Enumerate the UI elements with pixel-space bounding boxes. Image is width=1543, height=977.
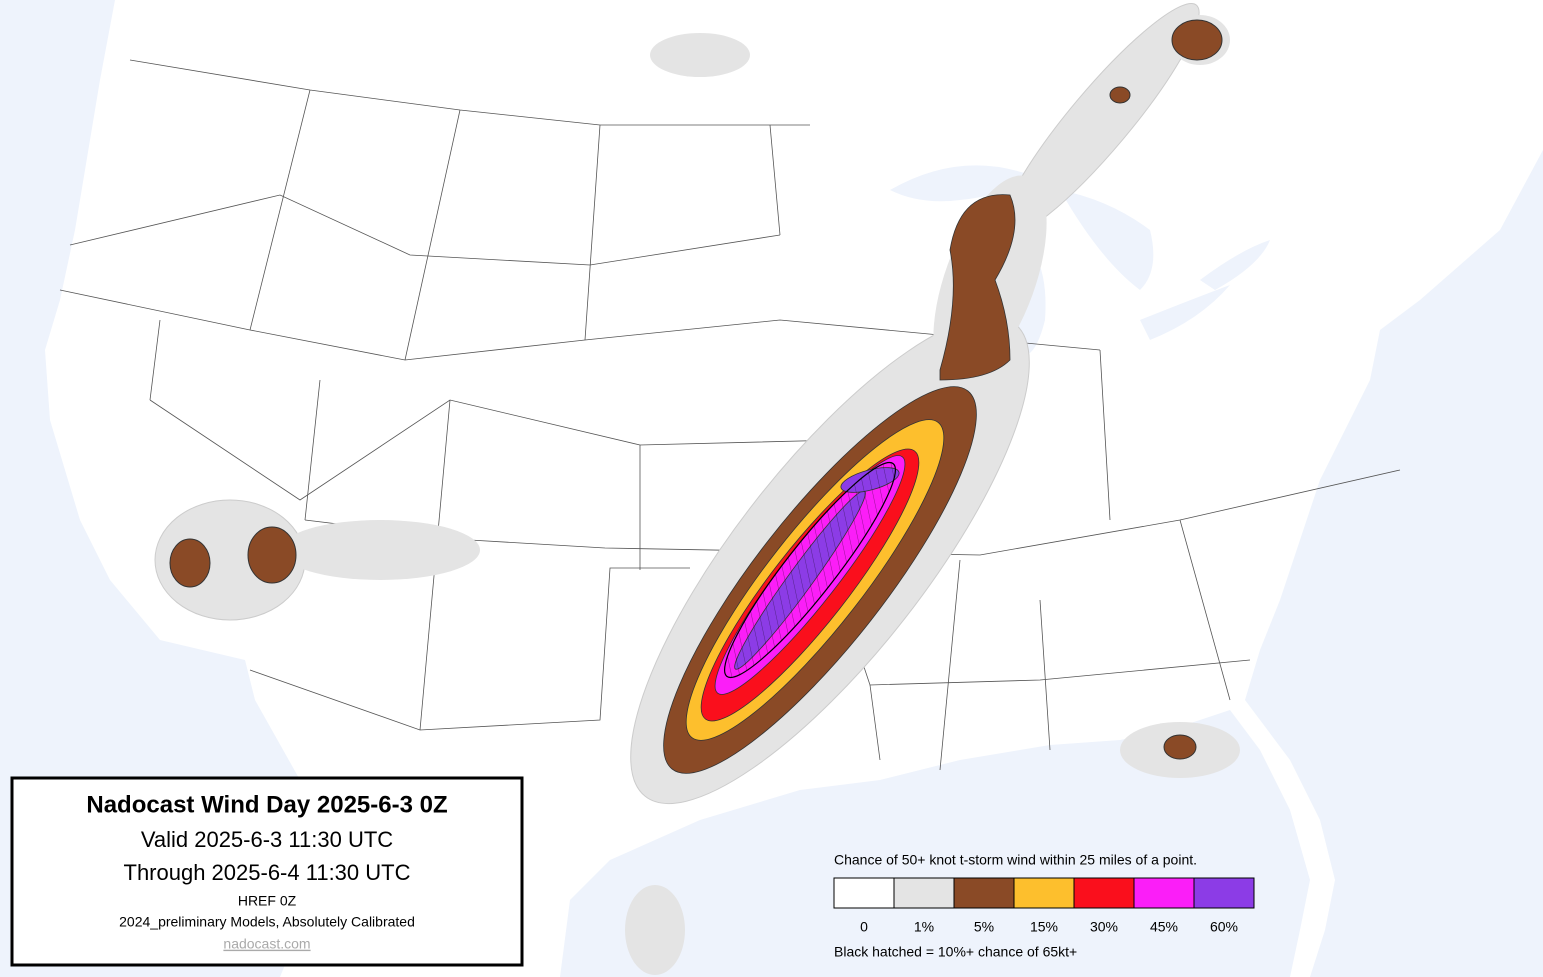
title-box: Nadocast Wind Day 2025-6-3 0Z Valid 2025… <box>10 776 524 967</box>
legend-swatch <box>1133 877 1195 909</box>
legend-swatch <box>833 877 895 909</box>
legend-label: 0 <box>860 919 868 935</box>
legend-label: 5% <box>974 919 994 935</box>
legend-caption: Chance of 50+ knot t-storm wind within 2… <box>834 852 1197 868</box>
state-lines <box>59 59 1401 771</box>
title: Nadocast Wind Day 2025-6-3 0Z <box>86 791 447 818</box>
legend-swatch <box>1013 877 1075 909</box>
legend-swatch <box>953 877 1015 909</box>
legend-swatch <box>1073 877 1135 909</box>
legend-label: 15% <box>1030 919 1058 935</box>
link[interactable]: nadocast.com <box>223 936 310 952</box>
valid: Valid 2025-6-3 11:30 UTC <box>141 827 393 852</box>
legend-label: 45% <box>1150 919 1178 935</box>
through: Through 2025-6-4 11:30 UTC <box>124 860 411 885</box>
risk-areas <box>154 2 1240 975</box>
legend-label: 1% <box>914 919 934 935</box>
calibration: 2024_preliminary Models, Absolutely Cali… <box>119 914 415 930</box>
legend: Chance of 50+ knot t-storm wind within 2… <box>833 852 1255 960</box>
legend-note: Black hatched = 10%+ chance of 65kt+ <box>834 944 1077 960</box>
model: HREF 0Z <box>238 893 297 909</box>
legend-swatch <box>893 877 955 909</box>
legend-swatch <box>1193 877 1255 909</box>
legend-label: 60% <box>1210 919 1238 935</box>
legend-label: 30% <box>1090 919 1118 935</box>
